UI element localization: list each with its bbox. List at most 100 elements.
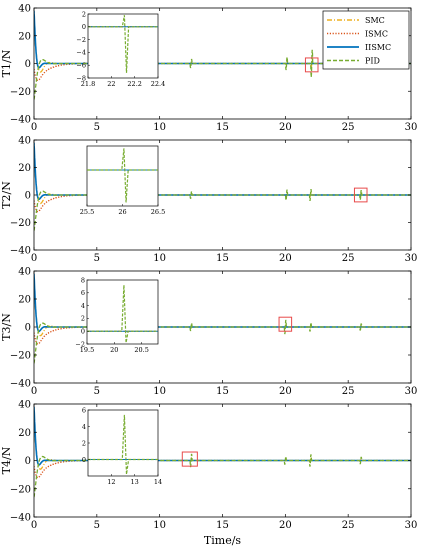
y-tick-label: 20	[18, 428, 31, 439]
inset-x-tick-label: 20.5	[134, 346, 148, 354]
y-tick-label: 20	[18, 163, 31, 174]
y-tick-label: 0	[25, 456, 31, 467]
inset-plot	[88, 15, 158, 73]
x-tick-label: 5	[94, 520, 100, 531]
inset-x-tick-label: 22	[107, 80, 115, 88]
inset-y-tick-label: −6	[76, 62, 86, 70]
x-tick-label: 10	[153, 253, 166, 264]
inset-y-tick-label: −4	[76, 49, 86, 57]
inset-y-tick-label: 8	[81, 276, 85, 284]
x-tick-label: 30	[405, 386, 418, 397]
x-tick-label: 25	[342, 520, 355, 531]
x-tick-label: 30	[405, 122, 418, 133]
y-tick-label: −40	[10, 115, 31, 126]
zoom-highlight-box	[304, 57, 319, 73]
x-tick-label: 30	[405, 253, 418, 264]
x-tick-label: 5	[94, 386, 100, 397]
series-pid	[34, 453, 411, 498]
y-tick-label: −20	[10, 87, 31, 98]
y-tick-label: 20	[18, 295, 31, 306]
inset-x-tick-label: 14	[154, 478, 162, 486]
x-tick-label: 0	[31, 520, 37, 531]
y-tick-label: −40	[10, 379, 31, 390]
inset-x-tick-label: 19.5	[80, 346, 94, 354]
legend-label-iismc: IISMC	[365, 43, 391, 52]
x-axis-label: Time/s	[204, 534, 242, 547]
x-tick-label: 0	[31, 253, 37, 264]
y-tick-label: 40	[18, 400, 31, 411]
x-tick-label: 15	[216, 253, 229, 264]
y-axis-label: T2/N	[0, 181, 13, 209]
inset-y-tick-label: 0	[82, 456, 86, 464]
x-tick-label: 15	[216, 386, 229, 397]
inset-x-tick-label: 25.5	[80, 208, 94, 216]
x-tick-label: 25	[342, 386, 355, 397]
plot-area	[34, 406, 411, 498]
inset-y-tick-label: −2	[75, 340, 85, 348]
inset-y-tick-label: 0	[82, 23, 86, 31]
y-tick-label: 0	[25, 59, 31, 70]
inset-y-tick-label: 6	[82, 406, 86, 414]
x-tick-label: 15	[216, 520, 229, 531]
inset-y-tick-label: −2	[76, 36, 86, 44]
y-tick-label: −20	[10, 218, 31, 229]
legend-label-ismc: ISMC	[365, 30, 388, 39]
y-tick-label: 0	[25, 323, 31, 334]
x-tick-label: 0	[31, 122, 37, 133]
inset-y-tick-label: 4	[81, 302, 85, 310]
inset-series-pid	[87, 285, 158, 343]
y-tick-label: 20	[18, 31, 31, 42]
x-tick-label: 30	[405, 520, 418, 531]
inset-x-tick-label: 22.2	[127, 80, 141, 88]
inset-plot	[87, 148, 158, 203]
inset-series-pid	[88, 414, 158, 475]
inset-x-tick-label: 22.4	[151, 80, 165, 88]
legend: SMC ISMC IISMC PID	[322, 10, 410, 70]
inset-plot	[88, 414, 158, 475]
x-tick-label: 10	[153, 386, 166, 397]
x-tick-label: 20	[279, 520, 292, 531]
y-tick-label: −40	[10, 246, 31, 257]
x-tick-label: 5	[94, 122, 100, 133]
x-tick-label: 0	[31, 386, 37, 397]
inset-x-tick-label: 26.5	[151, 208, 165, 216]
inset-zoom: 25.5 26 26.5	[80, 145, 165, 216]
inset-y-tick-label: 2	[82, 10, 86, 18]
y-tick-label: 40	[18, 136, 31, 147]
x-tick-label: 10	[153, 520, 166, 531]
inset-y-tick-label: 2	[82, 439, 86, 447]
inset-plot	[87, 285, 158, 343]
inset-y-tick-label: 0	[81, 328, 85, 336]
inset-series-pid	[88, 15, 158, 73]
y-tick-label: −40	[10, 513, 31, 524]
inset-zoom: 21.8 22 22.2 22.4 −8 −6 −4 −2 0 2	[76, 10, 165, 88]
inset-x-tick-label: 20	[110, 346, 118, 354]
x-tick-label: 20	[279, 122, 292, 133]
inset-series-pid	[87, 148, 158, 203]
y-axis-label: T4/N	[0, 446, 13, 474]
x-tick-label: 15	[216, 122, 229, 133]
plot-area	[34, 273, 411, 364]
x-tick-label: 5	[94, 253, 100, 264]
inset-y-tick-label: −8	[76, 74, 86, 82]
y-tick-label: −20	[10, 351, 31, 362]
series-pid	[34, 319, 411, 364]
x-tick-label: 10	[153, 122, 166, 133]
x-tick-label: 20	[279, 386, 292, 397]
y-axis-label: T1/N	[0, 49, 13, 77]
series-pid	[34, 188, 411, 231]
inset-x-tick-label: 13	[131, 478, 139, 486]
inset-y-tick-label: 2	[81, 315, 85, 323]
y-tick-label: 40	[18, 4, 31, 15]
inset-y-tick-label: 4	[82, 423, 86, 431]
inset-x-tick-label: 26	[118, 208, 126, 216]
y-axis-label: T3/N	[0, 313, 13, 341]
plot-area	[34, 142, 411, 231]
y-tick-label: −20	[10, 484, 31, 495]
subplot-2: 0 5 10 15 20 25 30 −40 −20 0 20 40 T2/N 25.5 26 26.5	[0, 136, 417, 265]
subplot-4: 0 5 10 15 20 25 30 −40 −20 0 20 40 T4/N Time/s 12 13 14 0…	[0, 400, 417, 548]
inset-zoom: 19.5 20 20.5 −2 0 2 4 6 8	[75, 276, 159, 354]
